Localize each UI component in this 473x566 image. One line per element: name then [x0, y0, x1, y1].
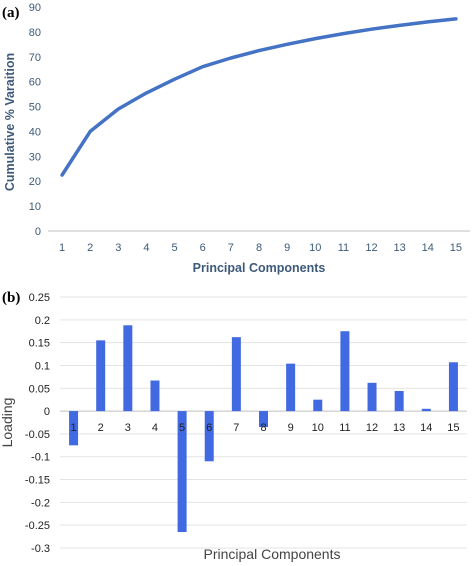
chart-a-y-tick-label: 40	[29, 126, 41, 138]
chart-b-x-tick-label: 6	[206, 422, 212, 434]
chart-b-x-tick-label: 5	[179, 422, 185, 434]
chart-a-x-tick-label: 5	[172, 242, 178, 254]
chart-b-y-axis-label: Loading	[0, 398, 15, 448]
chart-a-y-tick-label: 60	[29, 77, 41, 89]
panel-a-label: (a)	[2, 5, 20, 21]
chart-b-y-tick-label: -0.25	[25, 520, 50, 532]
chart-b-y-tick-label: 0.2	[35, 315, 50, 327]
chart-a-x-tick-label: 9	[284, 242, 290, 254]
chart-b-bar	[448, 362, 458, 412]
chart-b-bar	[69, 411, 79, 446]
chart-b-bar	[259, 411, 268, 428]
chart-a-y-axis-label: Cumulative % Varaition	[3, 53, 17, 191]
chart-a-x-axis-label: Principal Components	[193, 261, 326, 275]
chart-b-y-tick-label: -0.05	[25, 429, 50, 441]
chart-b-y-tick-label: 0.05	[29, 383, 50, 395]
chart-a-y-tick-label: 30	[29, 151, 41, 163]
chart-b-x-tick-label: 4	[152, 422, 158, 434]
chart-b-bar	[421, 408, 431, 412]
chart-a-x-tick-label: 6	[200, 242, 206, 254]
chart-b-x-tick-label: 7	[233, 422, 239, 434]
chart-b-bar	[286, 363, 296, 412]
chart-b-y-tick-label: -0.2	[31, 497, 50, 509]
chart-b: (b) 0.25 0.2 0.15 0.1 0.05 0 -0.05 -0.1 -0.15 -0.…	[0, 290, 467, 562]
panel-b-label: (b)	[2, 290, 20, 306]
chart-b-y-tick-label: 0.15	[29, 338, 50, 350]
chart-b-y-tick-label: 0.1	[35, 360, 50, 372]
chart-b-x-tick-label: 13	[393, 422, 405, 434]
chart-b-bar	[204, 411, 214, 462]
chart-b-y-tick-label: -0.1	[31, 452, 50, 464]
chart-b-x-tick-label: 15	[447, 422, 459, 434]
chart-b-x-tick-label: 2	[98, 422, 104, 434]
chart-b-x-tick-label: 9	[288, 422, 294, 434]
chart-b-x-tick-label: 3	[125, 422, 131, 434]
chart-a-y-tick-label: 90	[29, 2, 41, 14]
chart-a-x-tick-labels: 1 2 3 4 5 6 7 8 9 10 11 12 13 14 15	[59, 242, 462, 254]
chart-a-x-tick-label: 11	[338, 242, 349, 254]
chart-b-x-tick-labels: 1 2 3 4 5 6 7 8 9 10 11 12 13 14 15	[71, 422, 460, 434]
chart-b-bar	[231, 337, 241, 412]
chart-a-x-tick-label: 14	[422, 242, 434, 254]
chart-a-y-tick-label: 10	[29, 201, 41, 213]
chart-a-x-tick-label: 8	[256, 242, 262, 254]
chart-a-x-tick-label: 3	[115, 242, 121, 254]
chart-a-y-tick-labels: 0 10 20 30 40 50 60 70 80 90	[29, 2, 41, 238]
chart-a-y-tick-label: 20	[29, 176, 41, 188]
chart-a-x-tick-label: 12	[365, 242, 377, 254]
chart-b-bar	[313, 399, 323, 412]
chart-b-bar	[340, 331, 350, 412]
chart-b-bar	[150, 380, 160, 412]
chart-b-x-tick-label: 11	[339, 422, 350, 434]
chart-a-y-tick-label: 50	[29, 102, 41, 114]
chart-a-x-tick-label: 2	[87, 242, 93, 254]
chart-b-x-tick-label: 1	[71, 422, 77, 434]
chart-a-y-tick-label: 70	[29, 52, 41, 64]
chart-b-x-tick-label: 12	[366, 422, 378, 434]
chart-b-x-axis-label: Principal Components	[204, 546, 341, 562]
chart-a-x-tick-label: 7	[228, 242, 234, 254]
chart-a-x-tick-label: 15	[450, 242, 462, 254]
chart-b-x-tick-label: 14	[420, 422, 432, 434]
chart-a-y-tick-label: 0	[35, 226, 41, 238]
chart-b-y-tick-label: 0	[44, 406, 50, 418]
chart-b-x-tick-label: 10	[312, 422, 324, 434]
chart-b-bar	[394, 391, 404, 412]
chart-b-bar	[123, 325, 133, 412]
chart-a-x-tick-label: 10	[309, 242, 321, 254]
chart-b-y-tick-label: -0.15	[25, 475, 50, 487]
chart-a-series-line	[60, 17, 458, 177]
chart-b-bar	[367, 382, 377, 412]
chart-b-y-tick-label: 0.25	[29, 292, 50, 304]
chart-a-y-tick-label: 80	[29, 27, 41, 39]
chart-b-y-tick-label: -0.3	[31, 543, 50, 555]
chart-b-bar	[96, 340, 106, 412]
chart-b-y-tick-labels: 0.25 0.2 0.15 0.1 0.05 0 -0.05 -0.1 -0.15 -0.2 -0.…	[25, 292, 50, 555]
chart-a-x-tick-label: 4	[143, 242, 149, 254]
chart-b-bars	[69, 325, 458, 533]
chart-b-bar	[177, 411, 187, 533]
chart-a-x-tick-label: 1	[59, 242, 65, 254]
chart-a-x-tick-label: 13	[394, 242, 406, 254]
chart-b-x-tick-label: 8	[260, 422, 266, 434]
